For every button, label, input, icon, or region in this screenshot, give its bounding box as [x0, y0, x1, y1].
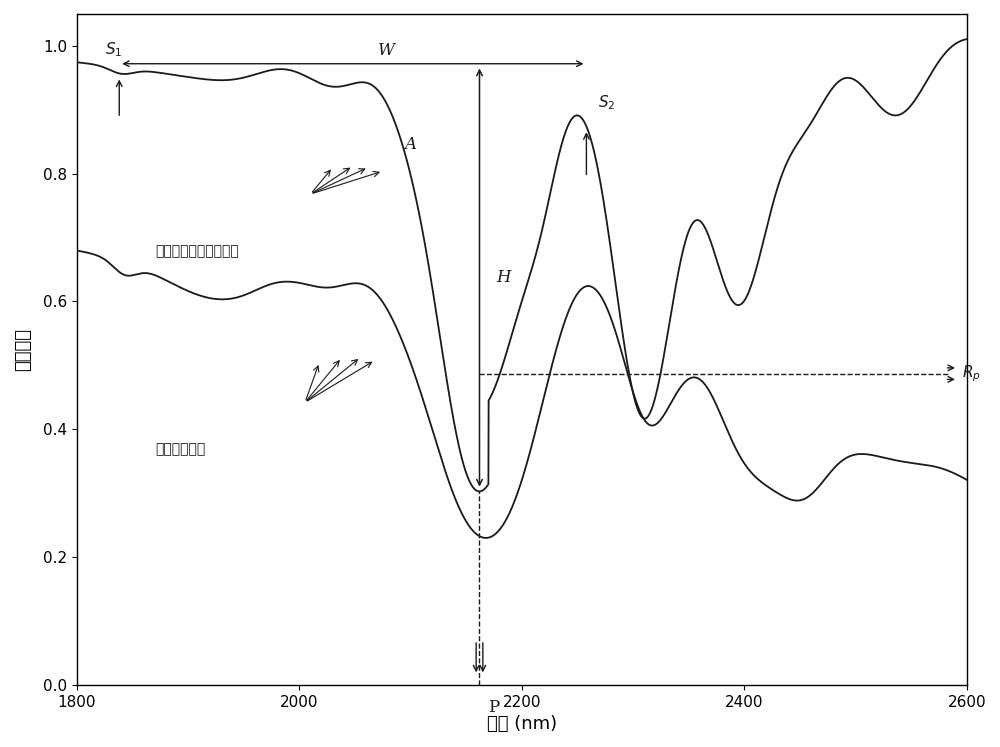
Text: H: H: [496, 269, 511, 286]
X-axis label: 波长 (nm): 波长 (nm): [487, 715, 557, 733]
Text: P: P: [488, 699, 500, 716]
Text: $S_1$: $S_1$: [105, 40, 122, 59]
Text: A: A: [405, 137, 417, 153]
Text: $S_2$: $S_2$: [598, 93, 615, 112]
Text: W: W: [378, 42, 395, 58]
Text: $R_p$: $R_p$: [962, 363, 981, 384]
Text: 原始光谱曲线: 原始光谱曲线: [155, 442, 205, 456]
Y-axis label: 反射率值: 反射率值: [14, 328, 32, 371]
Text: 包络线去除后光谱曲线: 包络线去除后光谱曲线: [155, 244, 239, 258]
